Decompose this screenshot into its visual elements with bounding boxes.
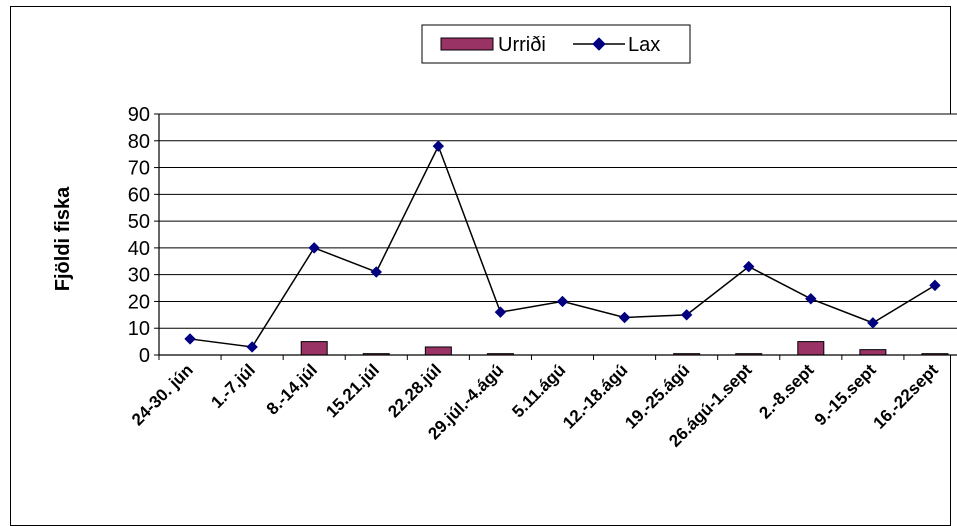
x-tick-label: 15.21.júl <box>322 360 383 421</box>
x-tick-label: 22.28.júl <box>384 360 445 421</box>
x-tick-label: 5.11.ágú <box>508 360 569 421</box>
x-tick-label: 2.-8.sept <box>755 360 817 422</box>
y-tick-label: 60 <box>128 184 150 206</box>
legend-label-urridi: Urriði <box>498 34 546 56</box>
x-tick-label: 24-30. jún <box>128 360 197 429</box>
x-tick-labels: 24-30. jún 1.-7.júl 8.-14.júl 15.21.júl 22.2… <box>128 360 942 451</box>
gridlines <box>154 113 957 356</box>
y-tick-label: 30 <box>128 265 150 287</box>
point-lax <box>246 341 258 353</box>
legend-marker-lax <box>592 37 606 51</box>
legend-swatch-urridi <box>440 37 494 51</box>
chart-svg: 0 10 20 30 40 50 60 70 80 90 24-30. jún 1.-7.júl 8.… <box>52 24 957 451</box>
axes <box>158 114 957 360</box>
point-lax <box>618 311 631 324</box>
point-lax <box>308 242 320 254</box>
y-axis-label: Fjöldi fiska <box>52 186 74 291</box>
x-tick-label: 1.-7.júl <box>207 360 259 412</box>
x-tick-label: 16.-22sept <box>870 360 942 432</box>
y-tick-labels: 0 10 20 30 40 50 60 70 80 90 <box>128 104 150 367</box>
point-lax <box>805 293 817 305</box>
bar-urridi <box>797 341 825 356</box>
line-lax <box>184 140 941 353</box>
legend: Urriði Lax <box>421 24 691 64</box>
point-lax <box>929 279 941 292</box>
legend-label-lax: Lax <box>628 34 660 56</box>
plot-area <box>159 114 957 355</box>
bar-urridi <box>300 341 328 356</box>
plot-background <box>159 114 957 355</box>
point-lax <box>432 140 445 152</box>
y-tick-label: 10 <box>128 318 150 340</box>
y-tick-label: 20 <box>128 291 150 313</box>
x-tick-label: 12.-18.ágú <box>559 360 631 432</box>
chart-frame: 0 10 20 30 40 50 60 70 80 90 24-30. jún 1.-7.júl 8.… <box>10 6 957 526</box>
point-lax <box>370 266 382 278</box>
point-lax <box>743 260 755 273</box>
point-lax <box>184 333 196 345</box>
point-lax <box>556 295 569 308</box>
bar-urridi <box>424 346 452 356</box>
legend-box <box>421 24 691 64</box>
y-tick-label: 70 <box>128 158 150 180</box>
bar-urridi <box>859 349 887 356</box>
y-tick-label: 80 <box>128 131 150 153</box>
y-tick-label: 40 <box>128 238 150 260</box>
y-tick-label: 0 <box>139 345 150 367</box>
x-tick-label: 8.-14.júl <box>263 360 321 418</box>
y-tick-label: 90 <box>128 104 150 126</box>
point-lax <box>494 306 507 318</box>
point-lax <box>867 317 879 329</box>
point-lax <box>680 309 693 321</box>
y-tick-label: 50 <box>128 211 150 233</box>
